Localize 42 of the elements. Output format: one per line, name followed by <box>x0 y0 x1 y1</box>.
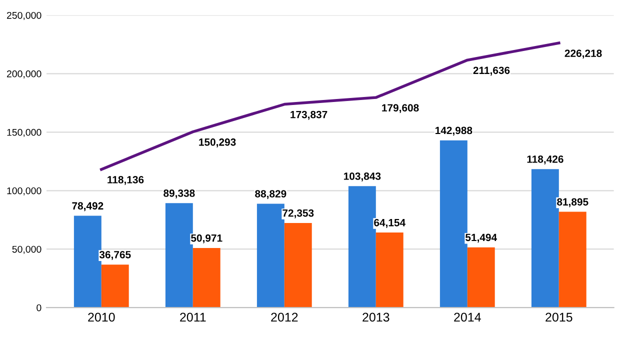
bar <box>348 186 376 308</box>
y-tick-label: 200,000 <box>6 70 42 78</box>
y-tick-label: 50,000 <box>12 246 42 254</box>
bar <box>192 248 220 308</box>
data-label: 179,608 <box>382 104 419 114</box>
data-label: 81,895 <box>557 198 588 208</box>
data-label: 51,494 <box>466 234 497 243</box>
x-tick-label: 2013 <box>362 312 390 322</box>
x-tick-label: 2012 <box>271 312 298 322</box>
bar <box>467 247 495 308</box>
bar <box>256 204 284 308</box>
data-label: 78,492 <box>72 202 104 212</box>
bar <box>440 140 468 308</box>
x-tick-label: 2015 <box>546 312 572 322</box>
x-tick-label: 2014 <box>454 312 481 322</box>
data-label: 118,136 <box>108 176 144 185</box>
y-tick-label: 150,000 <box>7 128 42 137</box>
x-tick-label: 2010 <box>88 312 115 322</box>
data-label: 118,426 <box>527 155 564 164</box>
data-label: 36,765 <box>99 250 131 260</box>
x-tick-label: 2011 <box>180 312 206 322</box>
data-label: 103,843 <box>344 172 381 182</box>
data-label: 72,353 <box>282 209 314 218</box>
y-tick-label: 100,000 <box>7 187 42 196</box>
data-label: 150,293 <box>199 138 236 148</box>
data-label: 89,338 <box>164 190 195 198</box>
data-label: 88,829 <box>255 190 286 199</box>
bar <box>165 203 193 308</box>
bar <box>284 222 312 308</box>
bar <box>558 212 586 308</box>
bar <box>376 232 404 308</box>
data-label: 211,636 <box>473 66 510 76</box>
bar <box>101 264 129 308</box>
data-label: 142,988 <box>436 126 472 136</box>
y-tick-label: 250,000 <box>6 12 42 20</box>
data-label: 50,971 <box>191 234 222 244</box>
data-label: 64,154 <box>374 218 406 228</box>
y-tick-label: 0 <box>36 304 42 312</box>
bar <box>74 216 102 308</box>
data-label: 226,218 <box>564 50 602 59</box>
bar <box>531 169 559 308</box>
data-label: 173,837 <box>290 110 328 120</box>
